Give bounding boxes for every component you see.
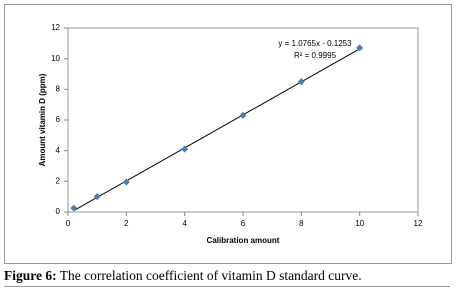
x-tick-label: 10 xyxy=(355,219,364,228)
y-tick-label: 10 xyxy=(51,54,60,63)
x-axis-title: Calibration amount xyxy=(207,236,280,245)
caption-label: Figure 6: xyxy=(4,268,57,283)
point xyxy=(356,44,364,52)
x-tick-label: 2 xyxy=(124,219,129,228)
x-tick-label: 0 xyxy=(66,219,71,228)
x-tick-label: 4 xyxy=(182,219,187,228)
y-tick-label: 12 xyxy=(51,23,60,32)
y-tick-label: 6 xyxy=(56,115,61,124)
y-tick-label: 4 xyxy=(56,146,61,155)
chart-frame xyxy=(4,4,452,264)
caption-text: The correlation coefficient of vitamin D… xyxy=(59,268,362,283)
y-tick-label: 2 xyxy=(56,176,61,185)
point xyxy=(239,111,247,119)
chart: Calibration amount Amount vitamin D (ppm… xyxy=(4,4,452,264)
trend-equation: y = 1.0765x - 0.1253 xyxy=(278,39,352,48)
y-tick-label: 0 xyxy=(56,207,61,216)
trendline xyxy=(73,48,360,212)
y-axis-title: Amount vitamin D (ppm) xyxy=(38,73,47,166)
y-tick-label: 8 xyxy=(56,84,61,93)
point xyxy=(297,78,305,86)
caption: Figure 6: The correlation coefficient of… xyxy=(4,268,450,287)
x-tick-label: 6 xyxy=(241,219,246,228)
point xyxy=(181,145,189,153)
x-tick-label: 12 xyxy=(414,219,423,228)
point xyxy=(93,193,101,201)
point xyxy=(70,204,78,212)
x-tick-label: 8 xyxy=(299,219,304,228)
point xyxy=(122,178,130,186)
trend-r2: R² = 0.9995 xyxy=(294,51,337,60)
